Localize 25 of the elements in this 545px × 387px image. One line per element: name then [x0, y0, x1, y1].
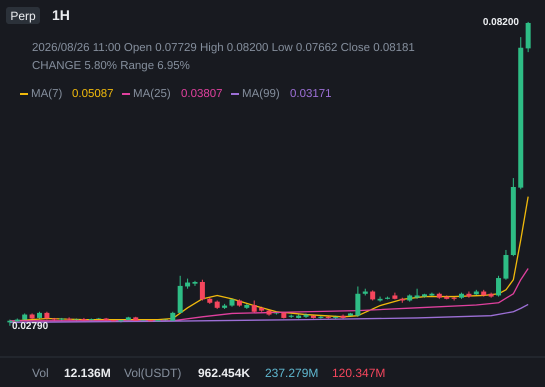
- legend-label: MA(7): [31, 88, 62, 100]
- annotation: 0.03807: [181, 88, 223, 100]
- annotation: 2026/08/26 11:00 Open 0.07729 High 0.08200 Low 0.07662 Close 0.08181: [32, 42, 415, 54]
- annotation: 0.08200: [482, 16, 520, 28]
- candlestick: [252, 300, 257, 314]
- candlestick: [185, 278, 190, 290]
- text: Vol(USDT): [124, 366, 182, 380]
- text: 962.454K: [198, 366, 250, 380]
- candlestick: [496, 275, 502, 298]
- annotation: 0.05087: [72, 88, 114, 100]
- legend-label: MA(25): [133, 88, 171, 100]
- annotation: CHANGE 5.80% Range 6.95%: [32, 60, 190, 72]
- candlestick: [355, 286, 360, 318]
- text: 237.279M: [265, 366, 318, 380]
- annotation: 0.03171: [290, 88, 332, 100]
- text: 12.136M: [64, 366, 111, 380]
- candlestick: [370, 290, 376, 302]
- text: Vol: [32, 366, 49, 380]
- annotation: 0.02790: [12, 320, 49, 332]
- text: Perp: [10, 9, 36, 23]
- candlestick: [503, 249, 508, 280]
- legend-label: MA(99): [242, 88, 280, 100]
- candlestick: [200, 279, 205, 302]
- text: 120.347M: [332, 366, 386, 380]
- text: 1H: [52, 7, 70, 23]
